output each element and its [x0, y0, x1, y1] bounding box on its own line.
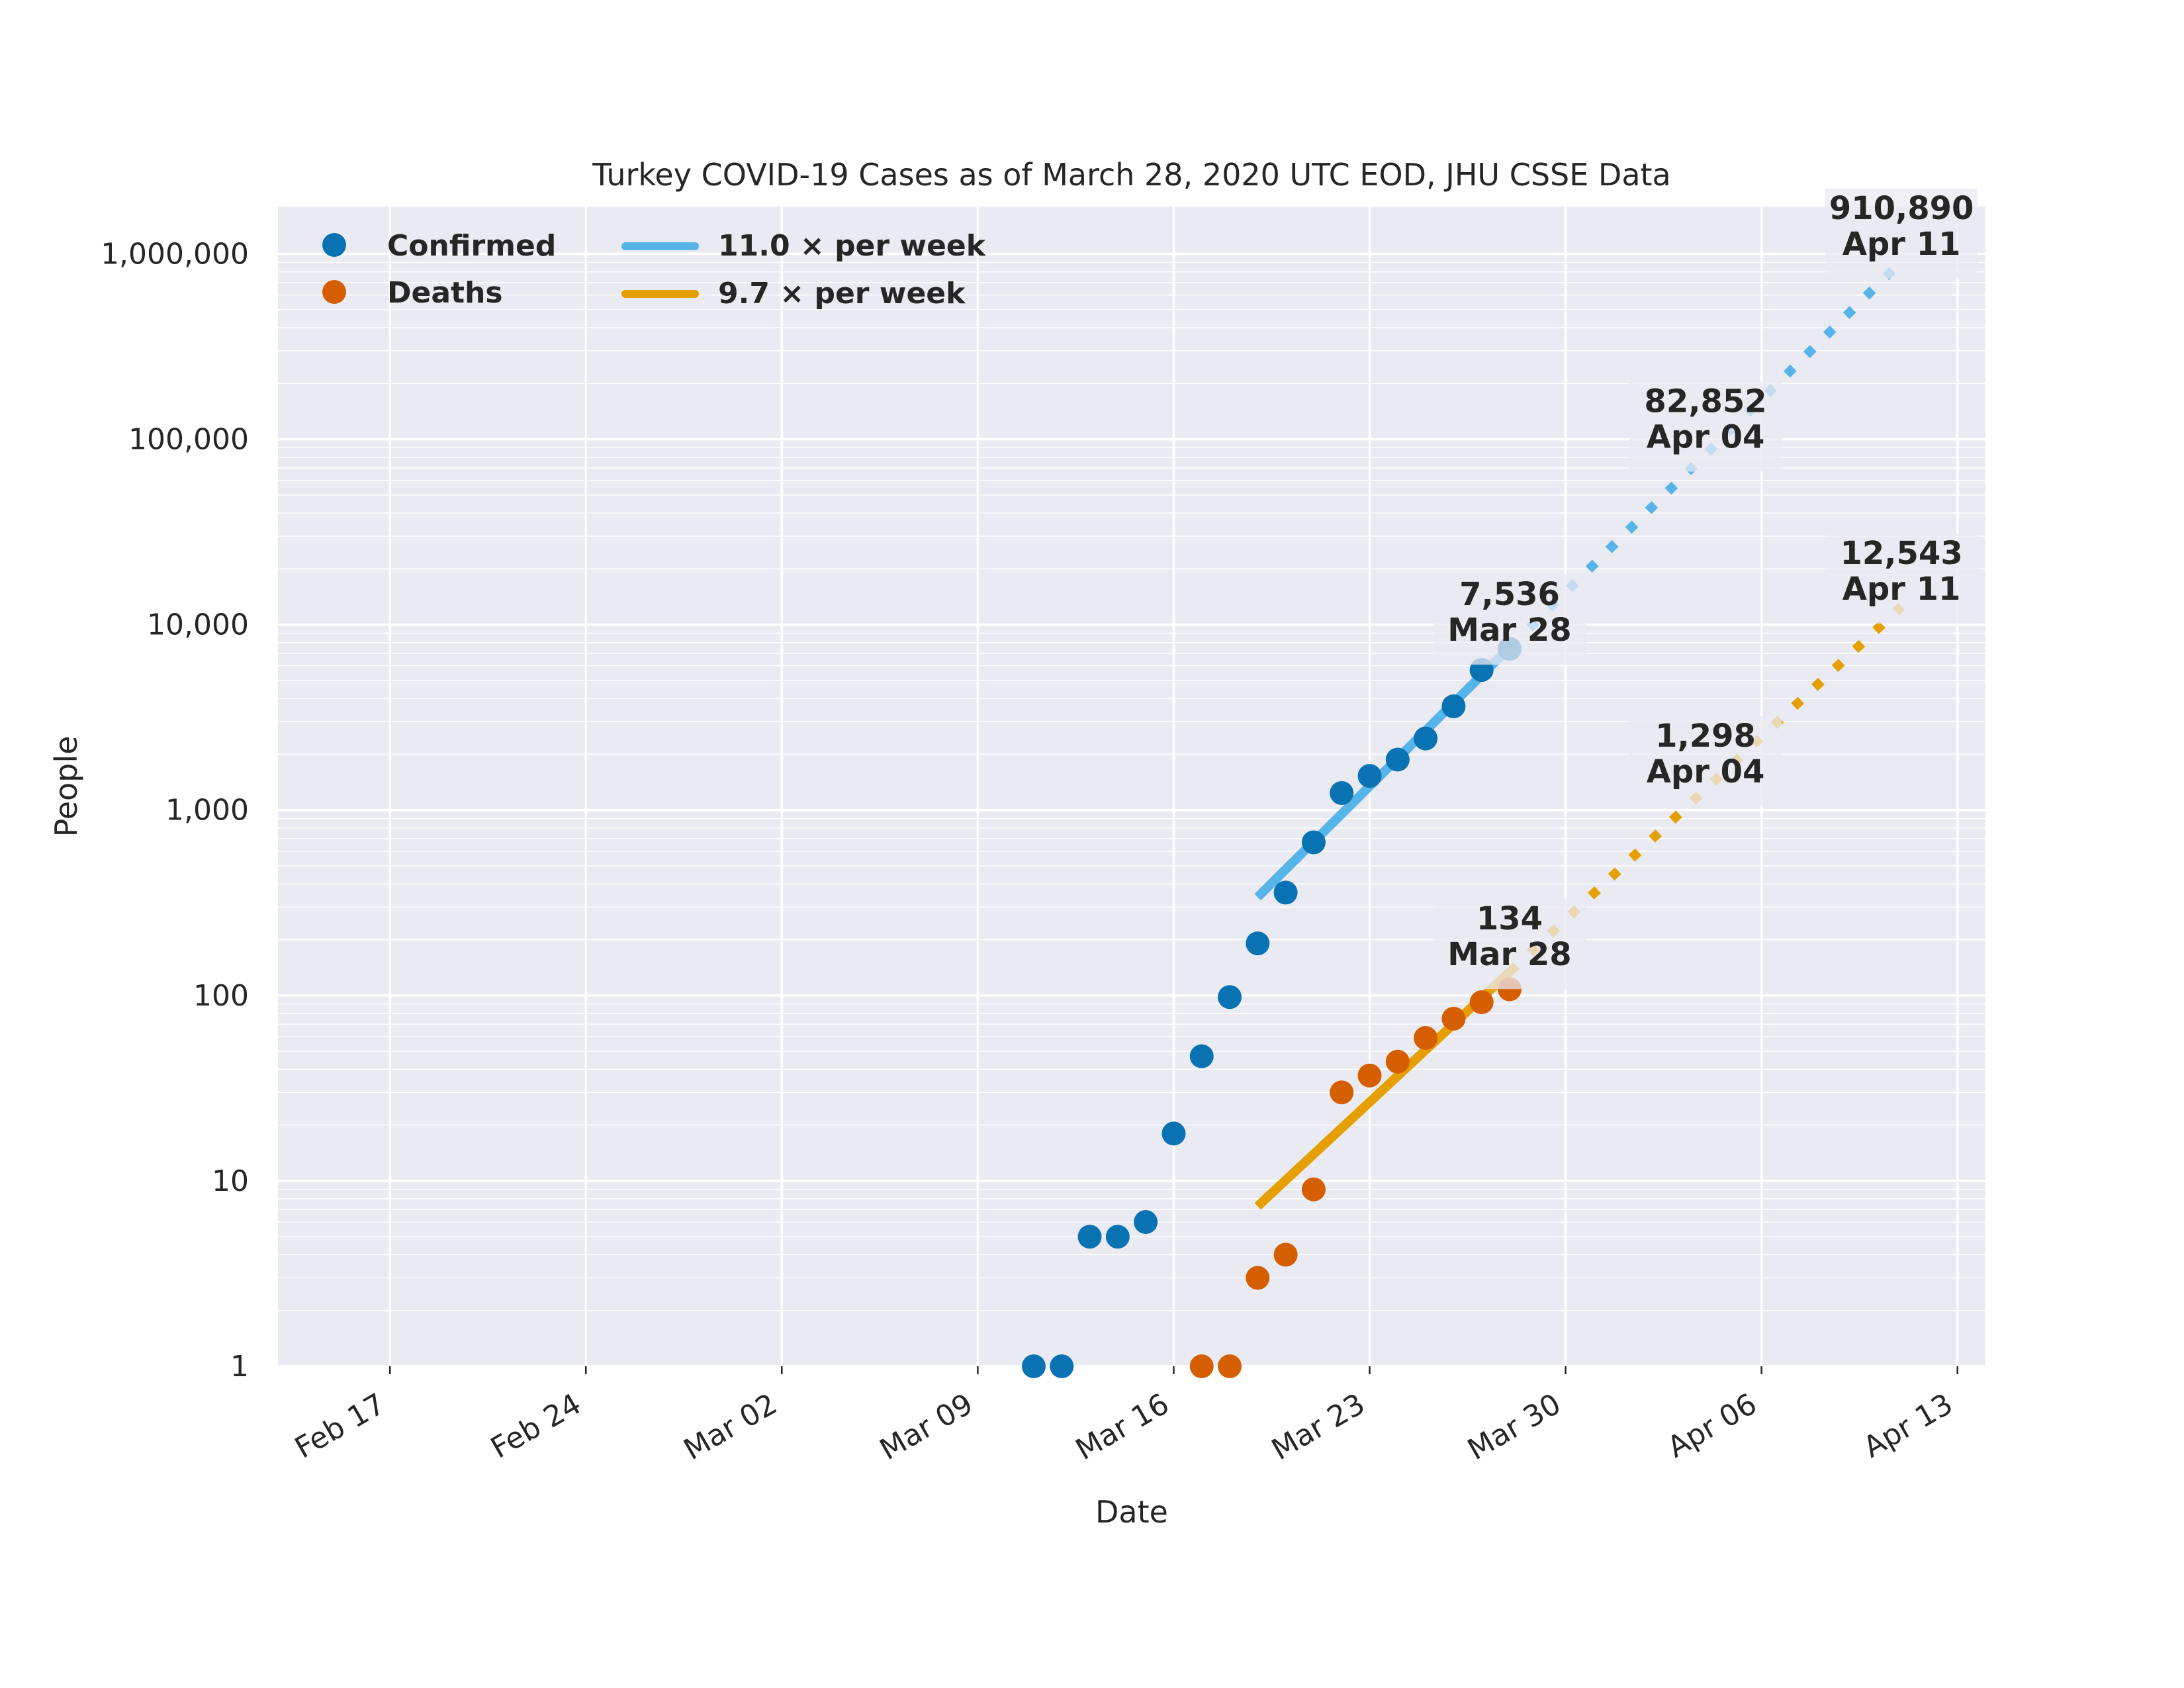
- confirmed-point: [1273, 880, 1298, 905]
- y-tick-label: 10: [212, 1164, 249, 1198]
- y-tick-label: 10,000: [147, 608, 249, 642]
- annotation-box: [1629, 381, 1782, 472]
- confirmed-point: [1330, 780, 1354, 805]
- confirmed-point: [1357, 764, 1382, 788]
- annotation-box: [1433, 575, 1586, 665]
- confirmed-point: [1385, 747, 1410, 772]
- annotation-date: Apr 04: [1647, 418, 1765, 455]
- data-points: [1021, 637, 1522, 1378]
- deaths-point: [1414, 1026, 1438, 1051]
- y-tick-label: 1: [230, 1350, 249, 1383]
- annotation-box: [1825, 534, 1978, 624]
- annotation-value: 1,298: [1655, 718, 1756, 755]
- deaths-point: [1246, 1266, 1270, 1290]
- deaths-point: [1469, 990, 1494, 1014]
- deaths-point: [1301, 1177, 1326, 1201]
- annotation-date: Apr 04: [1647, 753, 1765, 790]
- x-axis-label: Date: [1095, 1494, 1168, 1530]
- annotation-date: Mar 28: [1447, 936, 1571, 973]
- legend: Confirmed Deaths 11.0 × per week 9.7 × p…: [322, 229, 987, 310]
- confirmed-point: [1218, 985, 1242, 1009]
- deaths-point: [1218, 1354, 1242, 1378]
- fit-line-0: [1254, 644, 1513, 901]
- annotation-value: 82,852: [1644, 383, 1766, 420]
- deaths-point: [1189, 1354, 1214, 1378]
- legend-label-confirmed: Confirmed: [387, 229, 556, 263]
- confirmed-point: [1246, 931, 1270, 956]
- annotation-date: Apr 11: [1843, 571, 1961, 608]
- y-tick-label: 100: [193, 979, 249, 1013]
- confirmed-point: [1134, 1210, 1158, 1235]
- confirmed-point: [1050, 1354, 1074, 1378]
- confirmed-point: [1441, 694, 1466, 718]
- annotation-box: [1433, 899, 1586, 990]
- confirmed-point: [1189, 1044, 1214, 1068]
- deaths-point: [1273, 1243, 1298, 1267]
- annotation-date: Apr 11: [1843, 226, 1961, 263]
- y-tick-label: 1,000: [165, 794, 249, 827]
- deaths-point: [1441, 1006, 1466, 1031]
- y-axis-ticks: 1 10 100 1,000 10,000 100,000 1,000,000: [101, 237, 249, 1383]
- confirmed-point: [1021, 1354, 1046, 1378]
- confirmed-point: [1161, 1121, 1186, 1146]
- confirmed-point: [1301, 830, 1326, 855]
- annotation-value: 910,890: [1829, 190, 1974, 227]
- y-tick-label: 1,000,000: [101, 237, 249, 271]
- fit-line-1: [1254, 968, 1513, 1210]
- annotation-box: [1825, 188, 1978, 279]
- deaths-point: [1330, 1080, 1354, 1105]
- annotation-value: 7,536: [1459, 576, 1560, 613]
- confirmed-point: [1414, 726, 1438, 751]
- annotation-value: 134: [1477, 900, 1543, 937]
- annotation-box: [1629, 716, 1782, 807]
- annotation-value: 12,543: [1840, 535, 1962, 572]
- legend-label-deaths-fit: 9.7 × per week: [718, 277, 966, 310]
- confirmed-point: [1105, 1225, 1130, 1249]
- annotation-date: Mar 28: [1447, 612, 1571, 649]
- legend-marker-confirmed: [322, 233, 346, 257]
- legend-label-confirmed-fit: 11.0 × per week: [718, 229, 987, 263]
- deaths-point: [1385, 1049, 1410, 1074]
- confirmed-point: [1077, 1225, 1102, 1249]
- chart-title: Turkey COVID-19 Cases as of March 28, 20…: [592, 157, 1671, 193]
- y-axis-label: People: [48, 736, 84, 837]
- y-tick-label: 100,000: [128, 423, 249, 457]
- legend-label-deaths: Deaths: [387, 276, 503, 310]
- deaths-point: [1357, 1063, 1382, 1088]
- legend-marker-deaths: [322, 280, 346, 304]
